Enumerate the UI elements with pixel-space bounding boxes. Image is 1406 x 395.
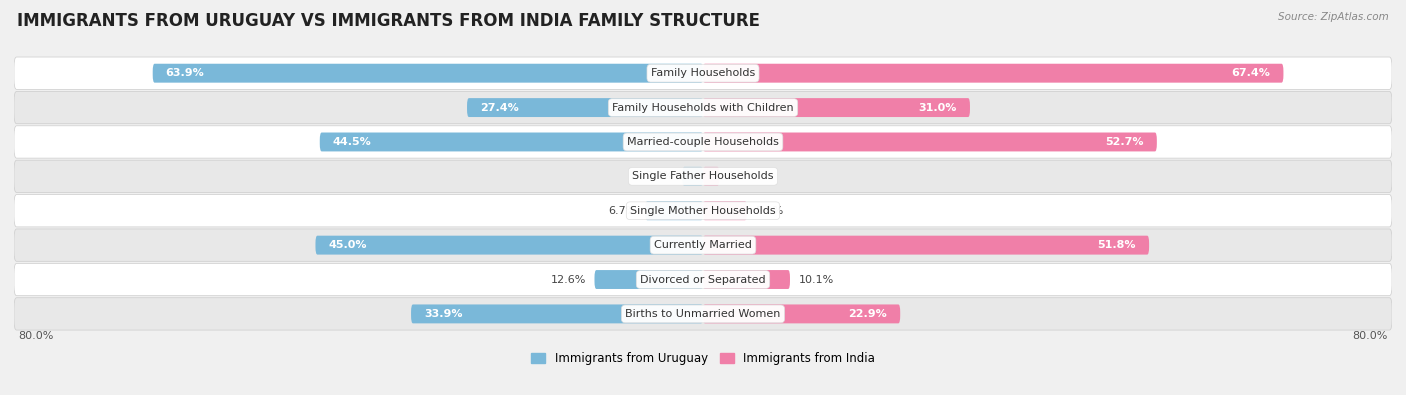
Text: 52.7%: 52.7% bbox=[1105, 137, 1144, 147]
FancyBboxPatch shape bbox=[14, 195, 1392, 227]
FancyBboxPatch shape bbox=[467, 98, 703, 117]
FancyBboxPatch shape bbox=[14, 91, 1392, 124]
Text: 67.4%: 67.4% bbox=[1232, 68, 1271, 78]
Text: 80.0%: 80.0% bbox=[1353, 331, 1388, 341]
Text: Single Mother Households: Single Mother Households bbox=[630, 206, 776, 216]
Text: Family Households with Children: Family Households with Children bbox=[612, 103, 794, 113]
Text: 5.1%: 5.1% bbox=[755, 206, 783, 216]
Text: 31.0%: 31.0% bbox=[918, 103, 957, 113]
Text: Single Father Households: Single Father Households bbox=[633, 171, 773, 181]
FancyBboxPatch shape bbox=[14, 263, 1392, 296]
Text: 80.0%: 80.0% bbox=[18, 331, 53, 341]
Text: 33.9%: 33.9% bbox=[425, 309, 463, 319]
FancyBboxPatch shape bbox=[14, 229, 1392, 261]
FancyBboxPatch shape bbox=[703, 236, 1149, 255]
FancyBboxPatch shape bbox=[153, 64, 703, 83]
FancyBboxPatch shape bbox=[14, 160, 1392, 192]
FancyBboxPatch shape bbox=[703, 132, 1157, 151]
FancyBboxPatch shape bbox=[703, 305, 900, 324]
FancyBboxPatch shape bbox=[14, 298, 1392, 330]
Text: Divorced or Separated: Divorced or Separated bbox=[640, 275, 766, 284]
Text: IMMIGRANTS FROM URUGUAY VS IMMIGRANTS FROM INDIA FAMILY STRUCTURE: IMMIGRANTS FROM URUGUAY VS IMMIGRANTS FR… bbox=[17, 12, 759, 30]
FancyBboxPatch shape bbox=[703, 270, 790, 289]
Text: Family Households: Family Households bbox=[651, 68, 755, 78]
Text: 44.5%: 44.5% bbox=[333, 137, 371, 147]
Text: 6.7%: 6.7% bbox=[609, 206, 637, 216]
Text: 45.0%: 45.0% bbox=[329, 240, 367, 250]
FancyBboxPatch shape bbox=[14, 126, 1392, 158]
Text: Currently Married: Currently Married bbox=[654, 240, 752, 250]
FancyBboxPatch shape bbox=[645, 201, 703, 220]
Text: 22.9%: 22.9% bbox=[849, 309, 887, 319]
Text: 12.6%: 12.6% bbox=[551, 275, 586, 284]
Text: 27.4%: 27.4% bbox=[479, 103, 519, 113]
FancyBboxPatch shape bbox=[14, 57, 1392, 89]
FancyBboxPatch shape bbox=[703, 64, 1284, 83]
Text: 2.4%: 2.4% bbox=[645, 171, 673, 181]
Text: Births to Unmarried Women: Births to Unmarried Women bbox=[626, 309, 780, 319]
Legend: Immigrants from Uruguay, Immigrants from India: Immigrants from Uruguay, Immigrants from… bbox=[527, 349, 879, 369]
FancyBboxPatch shape bbox=[703, 98, 970, 117]
Text: Married-couple Households: Married-couple Households bbox=[627, 137, 779, 147]
FancyBboxPatch shape bbox=[703, 167, 720, 186]
FancyBboxPatch shape bbox=[315, 236, 703, 255]
FancyBboxPatch shape bbox=[411, 305, 703, 324]
Text: 1.9%: 1.9% bbox=[728, 171, 756, 181]
FancyBboxPatch shape bbox=[595, 270, 703, 289]
Text: 63.9%: 63.9% bbox=[166, 68, 204, 78]
FancyBboxPatch shape bbox=[682, 167, 703, 186]
FancyBboxPatch shape bbox=[703, 201, 747, 220]
FancyBboxPatch shape bbox=[319, 132, 703, 151]
Text: Source: ZipAtlas.com: Source: ZipAtlas.com bbox=[1278, 12, 1389, 22]
Text: 10.1%: 10.1% bbox=[799, 275, 834, 284]
Text: 51.8%: 51.8% bbox=[1098, 240, 1136, 250]
